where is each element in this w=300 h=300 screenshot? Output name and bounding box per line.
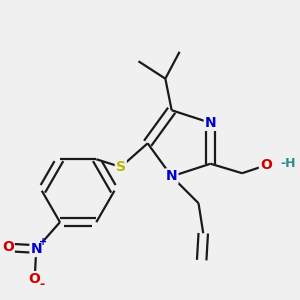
Text: S: S <box>116 160 126 174</box>
Text: O: O <box>29 272 40 286</box>
Text: N: N <box>30 242 42 256</box>
Text: -H: -H <box>280 157 296 170</box>
Text: O: O <box>260 158 272 172</box>
Text: N: N <box>205 116 216 130</box>
Text: -: - <box>39 278 44 291</box>
Text: O: O <box>2 241 14 254</box>
Text: N: N <box>166 169 178 183</box>
Text: +: + <box>39 237 47 247</box>
